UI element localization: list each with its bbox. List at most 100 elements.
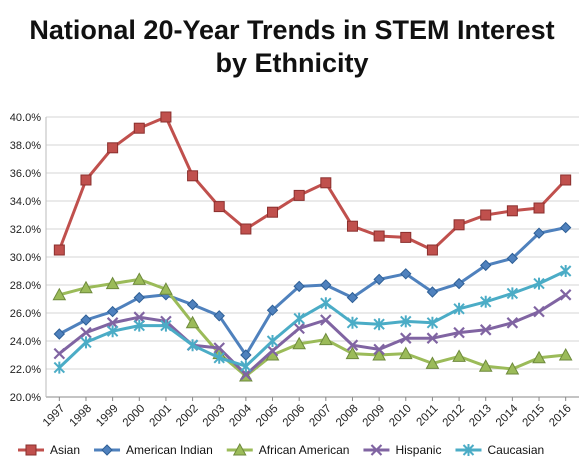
data-point bbox=[187, 170, 199, 182]
data-point bbox=[80, 314, 92, 326]
data-point bbox=[240, 223, 252, 235]
data-point bbox=[213, 342, 226, 354]
data-point bbox=[479, 324, 492, 336]
data-point bbox=[320, 177, 332, 189]
series-american-indian bbox=[53, 221, 572, 361]
x-tick-label: 2002 bbox=[174, 403, 201, 430]
x-tick-label: 2016 bbox=[547, 403, 574, 430]
data-point bbox=[80, 174, 92, 186]
data-point bbox=[106, 317, 119, 329]
data-point bbox=[159, 282, 173, 295]
x-tick-label: 2007 bbox=[307, 403, 334, 430]
data-point bbox=[53, 347, 66, 360]
data-point bbox=[346, 291, 359, 304]
chart-title-line-1: National 20-Year Trends in STEM Interest bbox=[29, 15, 555, 45]
legend-label: Asian bbox=[50, 443, 80, 457]
data-point bbox=[533, 305, 545, 318]
data-point bbox=[213, 351, 225, 364]
data-point bbox=[53, 244, 65, 256]
chart-title: National 20-Year Trends in STEM Interest… bbox=[0, 14, 584, 80]
data-point bbox=[426, 244, 438, 256]
data-point bbox=[453, 302, 465, 315]
data-point bbox=[293, 189, 305, 201]
series-line bbox=[58, 226, 566, 357]
y-tick-label: 24.0% bbox=[10, 336, 41, 348]
data-point bbox=[318, 332, 333, 346]
data-point bbox=[80, 326, 92, 339]
data-point bbox=[559, 289, 572, 301]
data-point bbox=[426, 316, 439, 329]
legend-item-african-american: African American bbox=[226, 442, 349, 457]
data-point bbox=[345, 346, 360, 360]
data-point bbox=[478, 359, 493, 372]
data-point bbox=[400, 315, 412, 328]
data-point bbox=[506, 205, 518, 217]
data-point bbox=[373, 343, 385, 356]
data-point bbox=[425, 356, 440, 369]
data-point bbox=[426, 286, 439, 298]
legend-item-caucasian: Caucasian bbox=[455, 443, 544, 457]
x-tick-label: 2012 bbox=[441, 403, 468, 430]
x-tick-label: 2011 bbox=[415, 403, 441, 429]
y-tick-label: 26.0% bbox=[10, 308, 41, 320]
data-point bbox=[480, 259, 492, 272]
data-point bbox=[53, 361, 66, 374]
legend-label: Hispanic bbox=[395, 443, 441, 457]
legend-item-hispanic: Hispanic bbox=[363, 443, 441, 457]
x-tick-label: 2006 bbox=[281, 403, 308, 430]
data-point bbox=[506, 287, 519, 300]
data-point bbox=[106, 325, 119, 338]
y-tick-label: 28.0% bbox=[10, 280, 41, 292]
data-point bbox=[266, 335, 279, 347]
x-tick-label: 2001 bbox=[147, 403, 174, 430]
data-point bbox=[533, 202, 545, 214]
chart-title-line-2: by Ethnicity bbox=[215, 48, 369, 78]
data-point bbox=[399, 332, 412, 344]
data-point bbox=[373, 273, 385, 286]
data-point bbox=[373, 230, 385, 242]
data-point bbox=[462, 444, 475, 456]
data-point bbox=[400, 231, 412, 243]
data-point bbox=[185, 315, 200, 329]
data-point bbox=[160, 319, 172, 332]
data-point bbox=[267, 206, 279, 218]
data-point bbox=[160, 111, 172, 123]
x-tick-label: 1999 bbox=[94, 403, 121, 430]
data-point bbox=[320, 297, 332, 310]
data-point bbox=[232, 442, 247, 456]
data-point bbox=[558, 347, 573, 361]
legend-label: American Indian bbox=[126, 443, 213, 457]
data-point bbox=[320, 314, 332, 326]
data-point bbox=[453, 326, 465, 339]
data-point bbox=[266, 345, 279, 357]
data-point bbox=[532, 350, 546, 364]
data-point bbox=[293, 322, 305, 335]
x-tick-label: 2008 bbox=[334, 403, 361, 430]
data-point bbox=[400, 268, 412, 280]
data-point bbox=[346, 339, 359, 351]
data-point bbox=[133, 319, 145, 332]
data-point bbox=[240, 368, 252, 381]
legend-item-asian: Asian bbox=[18, 443, 80, 457]
data-point bbox=[370, 444, 383, 456]
series-caucasian bbox=[53, 265, 572, 374]
data-point bbox=[506, 252, 519, 265]
series-line bbox=[58, 269, 567, 369]
series-line bbox=[58, 293, 567, 377]
data-point bbox=[560, 174, 572, 186]
data-point bbox=[346, 316, 359, 329]
data-point bbox=[453, 219, 465, 231]
x-tick-label: 2000 bbox=[121, 403, 148, 430]
data-point bbox=[52, 287, 67, 301]
series-line bbox=[57, 115, 567, 252]
data-point bbox=[240, 349, 252, 361]
data-point bbox=[132, 272, 147, 285]
data-point bbox=[426, 332, 439, 344]
data-point bbox=[505, 361, 520, 375]
y-tick-label: 38.0% bbox=[10, 140, 41, 152]
data-point bbox=[101, 444, 113, 456]
data-point bbox=[480, 209, 492, 221]
y-tick-label: 36.0% bbox=[10, 168, 41, 180]
y-tick-label: 32.0% bbox=[10, 224, 41, 236]
